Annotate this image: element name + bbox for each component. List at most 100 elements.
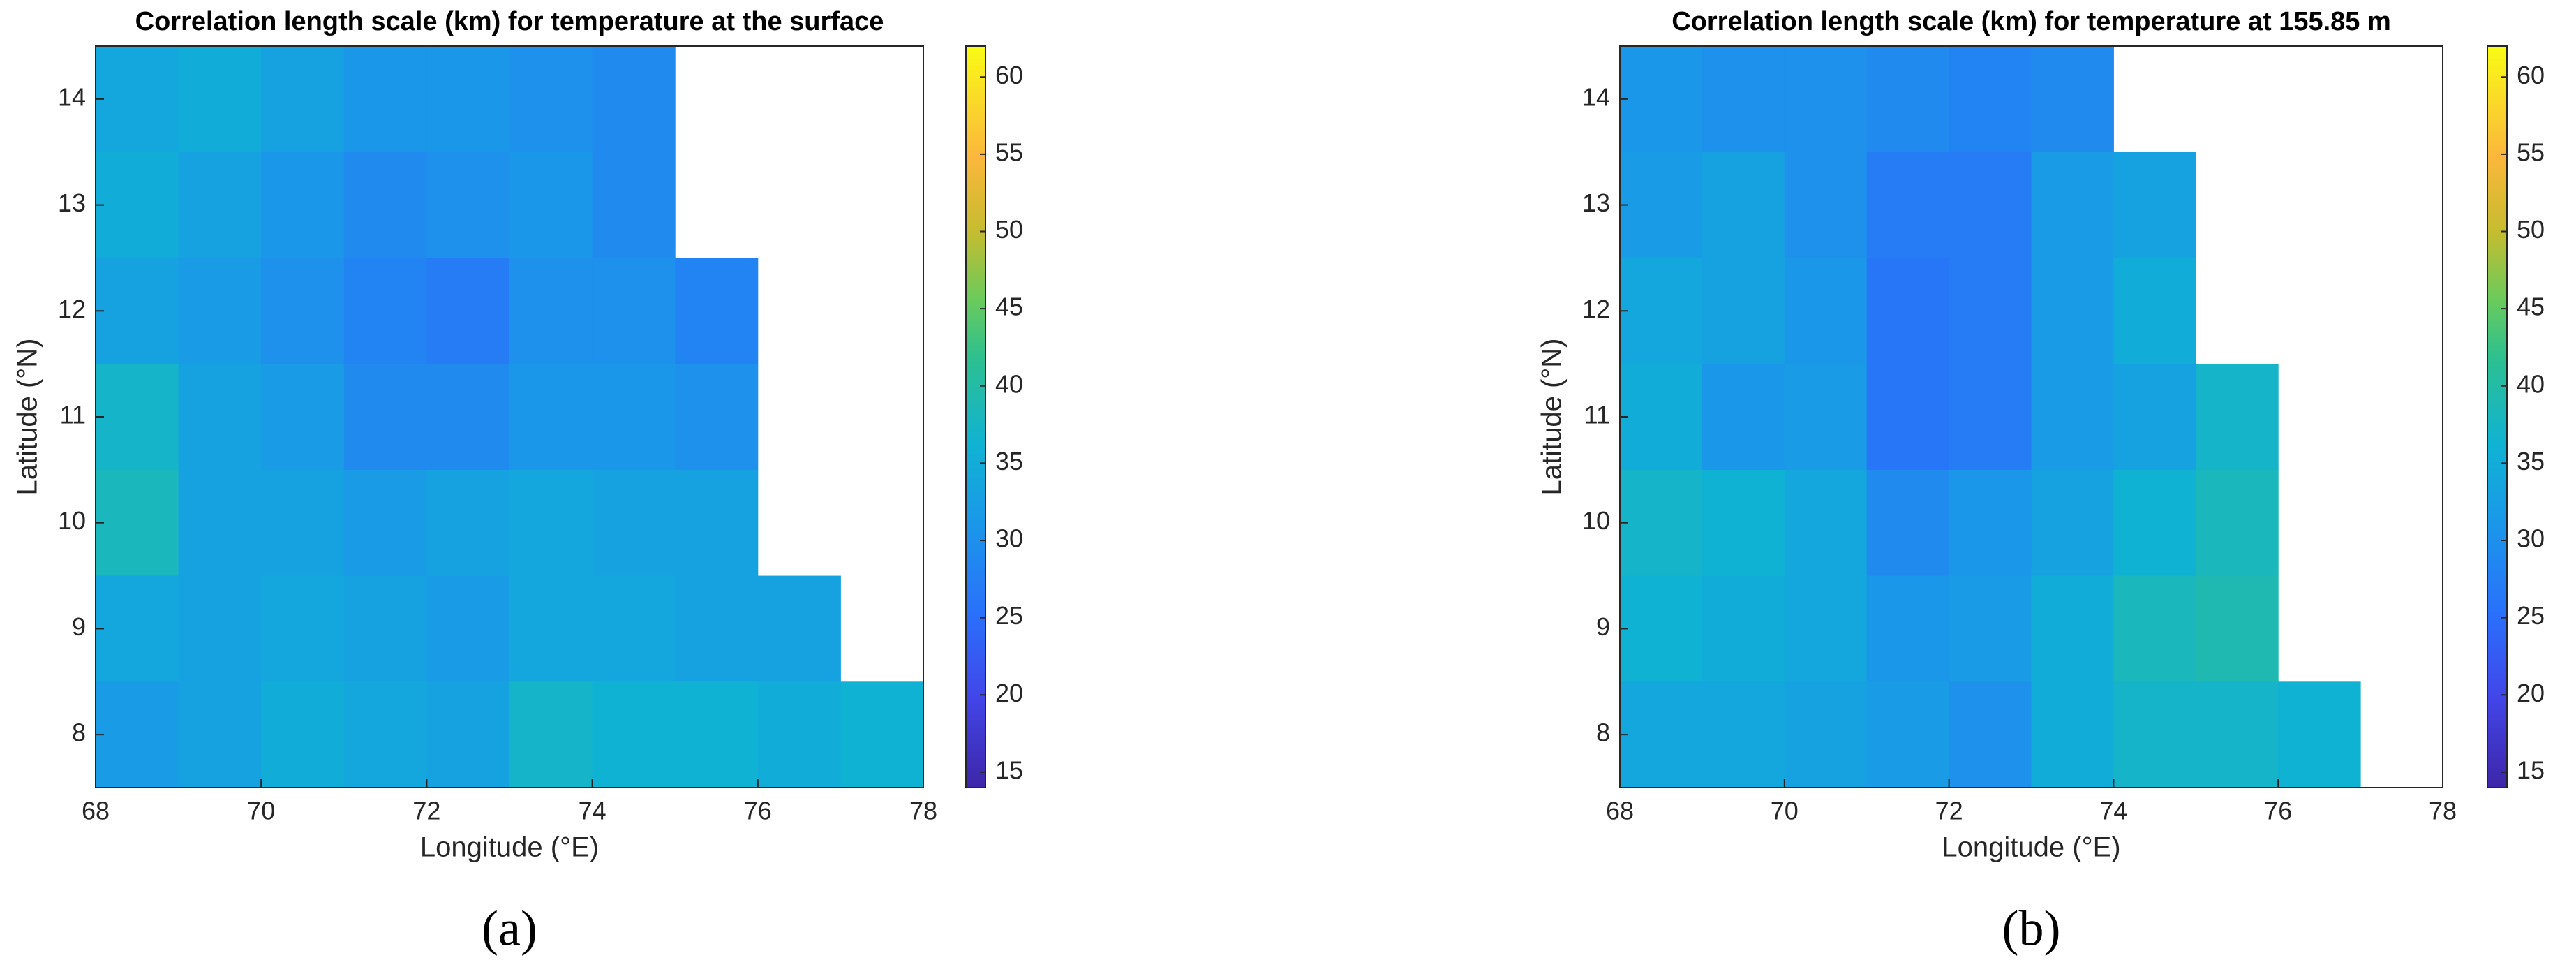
y-axis-label: Latitude (°N) <box>1537 339 1568 496</box>
heatmap-cell <box>1866 258 1950 364</box>
heatmap-cell <box>2196 681 2279 788</box>
heatmap-cell <box>1702 469 1785 577</box>
heatmap-cell <box>1620 575 1703 682</box>
heatmap-cell <box>2113 575 2196 682</box>
heatmap-cell <box>178 364 262 471</box>
colorbar-tick-label: 25 <box>995 601 1023 630</box>
heatmap-cell <box>1784 46 1868 153</box>
heatmap-cell <box>96 152 179 258</box>
x-axis-label: Longitude (°E) <box>420 832 599 863</box>
y-tick-label: 10 <box>1582 506 1610 535</box>
heatmap-cell <box>2278 681 2361 788</box>
heatmap-cell <box>343 46 427 153</box>
heatmap-cell <box>509 152 593 258</box>
colorbar-tick-label: 35 <box>2517 447 2545 475</box>
colorbar-tick-label: 45 <box>2517 293 2545 321</box>
chart-title: Correlation length scale (km) for temper… <box>135 7 884 36</box>
heatmap-cell <box>2196 469 2279 577</box>
heatmap-cell <box>2031 575 2114 682</box>
heatmap-cell <box>426 681 510 788</box>
colorbar-tick-label: 55 <box>995 138 1023 166</box>
colorbar-tick-label: 15 <box>2517 755 2545 784</box>
x-tick-label: 78 <box>909 797 937 825</box>
heatmap-cell <box>343 575 427 682</box>
heatmap-cell <box>1620 364 1703 471</box>
x-tick-label: 74 <box>2099 797 2127 825</box>
heatmap-cell <box>1702 46 1785 153</box>
colorbar-tick-label: 45 <box>995 293 1023 321</box>
colorbar-tick-label: 20 <box>2517 679 2545 707</box>
heatmap-cell <box>1784 152 1868 258</box>
heatmap-cell <box>426 364 510 471</box>
heatmap-cell <box>178 46 262 153</box>
y-tick-label: 11 <box>1584 401 1610 429</box>
colorbar-tick-label: 55 <box>2517 138 2545 166</box>
y-tick-label: 8 <box>1596 718 1610 747</box>
heatmap-cell <box>2031 469 2114 577</box>
x-tick-label: 68 <box>82 797 110 825</box>
y-tick-label: 12 <box>1582 295 1610 323</box>
colorbar-tick-label: 20 <box>995 679 1023 707</box>
heatmap-cell <box>2113 364 2196 471</box>
heatmap-cell <box>592 575 676 682</box>
heatmap-cell <box>96 575 179 682</box>
heatmap-cell <box>1949 364 2032 471</box>
heatmap-cell <box>261 681 345 788</box>
heatmap-cell <box>509 575 593 682</box>
heatmap-cell <box>509 681 593 788</box>
heatmap-cell <box>178 469 262 577</box>
y-tick-label: 13 <box>58 189 86 217</box>
heatmap-cell <box>2031 46 2114 153</box>
heatmap-cell <box>343 681 427 788</box>
heatmap-cell <box>261 575 345 682</box>
heatmap-cell <box>675 258 759 364</box>
y-tick-label: 8 <box>72 718 86 747</box>
colorbar-tick-label: 25 <box>2517 601 2545 630</box>
heatmap-cell <box>1620 681 1703 788</box>
heatmap-cell <box>840 681 924 788</box>
x-axis-label: Longitude (°E) <box>1942 832 2120 863</box>
heatmap-cell <box>1866 364 1950 471</box>
heatmap-cell <box>178 575 262 682</box>
chart-title: Correlation length scale (km) for temper… <box>1672 7 2391 36</box>
heatmap-cell <box>426 469 510 577</box>
heatmap-cell <box>1949 469 2032 577</box>
heatmap-cell <box>592 46 676 153</box>
heatmap-cell <box>675 575 759 682</box>
panel-label: (b) <box>2002 901 2061 957</box>
heatmap-cell <box>509 469 593 577</box>
heatmap-cell <box>1702 575 1785 682</box>
y-tick-label: 14 <box>1582 82 1610 111</box>
colorbar <box>965 45 986 788</box>
heatmap-cell <box>1866 575 1950 682</box>
heatmap-cell <box>261 46 345 153</box>
heatmap-cell <box>1866 46 1950 153</box>
colorbar-tick-label: 15 <box>995 755 1023 784</box>
heatmap-cell <box>2113 258 2196 364</box>
x-tick-label: 70 <box>247 797 275 825</box>
heatmap-cell <box>426 575 510 682</box>
heatmap-cell <box>757 575 841 682</box>
heatmap-cell <box>1866 681 1950 788</box>
y-tick-label: 10 <box>58 506 86 535</box>
heatmap-cell <box>2031 681 2114 788</box>
heatmap-cell <box>1949 575 2032 682</box>
heatmap-cell <box>1949 681 2032 788</box>
y-tick-label: 13 <box>1582 189 1610 217</box>
panel-label: (a) <box>482 901 537 957</box>
colorbar-tick-label: 60 <box>2517 61 2545 89</box>
heatmap-cell <box>2031 364 2114 471</box>
heatmap-cell <box>1784 364 1868 471</box>
heatmap-cell <box>675 681 759 788</box>
heatmap-cell <box>343 258 427 364</box>
heatmap-cell <box>96 46 179 153</box>
x-tick-label: 72 <box>1935 797 1963 825</box>
heatmap-cell <box>2196 364 2279 471</box>
heatmap-cell <box>1866 469 1950 577</box>
x-tick-label: 78 <box>2429 797 2457 825</box>
heatmap-cell <box>1949 46 2032 153</box>
heatmap-cell <box>96 258 179 364</box>
heatmap-cell <box>592 364 676 471</box>
heatmap-cell <box>592 681 676 788</box>
